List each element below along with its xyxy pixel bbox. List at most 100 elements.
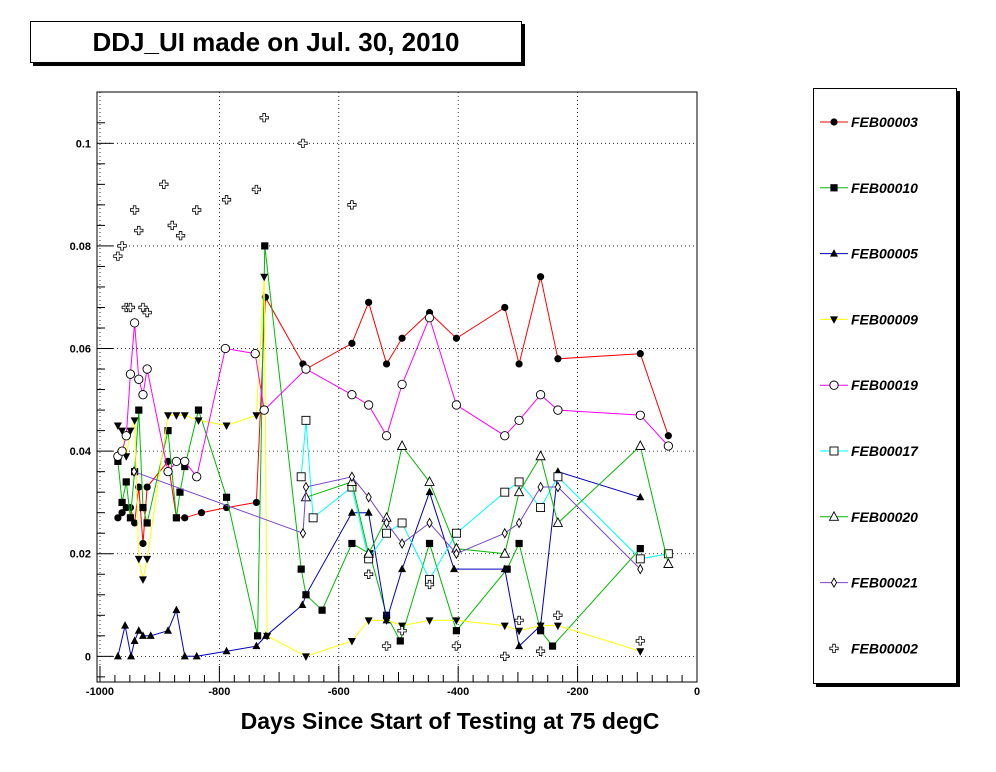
- data-point: [536, 622, 545, 631]
- data-point: [180, 456, 190, 467]
- data-point: [181, 462, 189, 471]
- data-point: [663, 549, 673, 559]
- data-point: [425, 487, 434, 496]
- data-point: [164, 412, 173, 420]
- data-point: [259, 405, 269, 415]
- data-point: [299, 527, 307, 539]
- data-point: [301, 415, 311, 425]
- data-point: [515, 539, 523, 548]
- data-point: [134, 626, 143, 634]
- chart-title: DDJ_UI made on Jul. 30, 2010: [92, 26, 460, 57]
- data-point: [117, 241, 127, 251]
- data-point: [301, 364, 311, 374]
- data-point: [252, 641, 261, 650]
- data-point: [397, 379, 407, 390]
- data-point: [130, 466, 138, 478]
- legend-marker: [830, 184, 838, 192]
- legend-entry: FEB00009: [820, 311, 918, 327]
- data-point: [451, 641, 462, 651]
- data-point: [637, 563, 644, 575]
- data-point: [301, 653, 310, 661]
- data-point: [536, 503, 546, 513]
- data-point: [398, 334, 406, 342]
- data-point: [635, 410, 645, 420]
- data-point: [259, 113, 269, 123]
- data-point: [501, 527, 508, 539]
- legend-entry: FEB00021: [820, 575, 918, 591]
- data-point: [138, 576, 147, 584]
- y-tick-label: 0.02: [70, 549, 91, 561]
- data-point: [296, 472, 306, 482]
- data-point: [159, 179, 169, 189]
- data-point: [167, 220, 177, 230]
- data-point: [397, 518, 407, 528]
- data-point: [192, 651, 201, 660]
- data-point: [381, 641, 392, 651]
- legend: FEB00003 FEB00010 FEB00005 FEB00009 FEB00019…: [813, 88, 957, 684]
- data-point: [663, 558, 674, 568]
- data-point: [126, 503, 135, 512]
- data-point: [382, 617, 391, 625]
- legend-entry: FEB00002: [829, 640, 918, 656]
- data-point: [424, 313, 435, 323]
- legend-marker: [829, 446, 839, 456]
- data-point: [298, 600, 307, 609]
- data-point: [260, 273, 269, 282]
- data-point: [425, 539, 434, 548]
- x-tick-label: -600: [328, 686, 350, 698]
- data-point: [515, 360, 523, 368]
- data-point: [513, 486, 525, 497]
- data-point: [181, 514, 189, 522]
- data-point: [222, 493, 231, 501]
- data-point: [553, 472, 563, 482]
- data-point: [134, 225, 144, 236]
- data-point: [515, 641, 524, 650]
- data-point: [515, 627, 524, 636]
- data-point: [118, 509, 126, 517]
- data-point: [172, 412, 181, 420]
- data-point: [348, 539, 356, 548]
- series-FEB00010: [114, 242, 644, 650]
- data-point: [130, 417, 139, 425]
- legend-label: FEB00020: [851, 509, 918, 525]
- series-line: [117, 276, 641, 657]
- legend-label: FEB00002: [851, 640, 918, 656]
- data-point: [250, 349, 260, 359]
- data-point: [450, 564, 459, 573]
- data-point: [300, 491, 312, 502]
- data-point: [636, 648, 645, 656]
- data-point: [172, 514, 181, 522]
- data-point: [197, 509, 206, 517]
- data-point: [164, 427, 172, 435]
- data-point: [114, 514, 122, 522]
- data-point: [537, 481, 544, 493]
- legend-entry: FEB00005: [820, 246, 918, 262]
- legend-label: FEB00009: [851, 311, 918, 327]
- data-point: [138, 631, 147, 639]
- data-point: [194, 406, 203, 414]
- data-point: [425, 617, 434, 625]
- data-point: [118, 427, 127, 436]
- data-point: [121, 621, 130, 629]
- data-point: [365, 491, 372, 503]
- data-point: [451, 528, 461, 538]
- data-point: [301, 590, 310, 598]
- data-point: [514, 615, 524, 626]
- data-point: [382, 528, 392, 538]
- data-point: [308, 513, 318, 523]
- legend-marker: [830, 249, 838, 257]
- data-point: [500, 431, 510, 441]
- data-point: [364, 569, 374, 579]
- data-point: [635, 636, 645, 646]
- data-point: [220, 343, 231, 354]
- frame: [96, 91, 698, 683]
- legend-label: FEB00010: [851, 180, 918, 196]
- data-point: [171, 456, 182, 467]
- y-tick-label: 0.06: [70, 344, 91, 356]
- data-point: [126, 427, 135, 436]
- data-point: [164, 626, 173, 634]
- y-tick-label: 0: [85, 651, 91, 663]
- data-point: [398, 564, 407, 573]
- data-point: [142, 364, 152, 374]
- data-point: [135, 406, 143, 414]
